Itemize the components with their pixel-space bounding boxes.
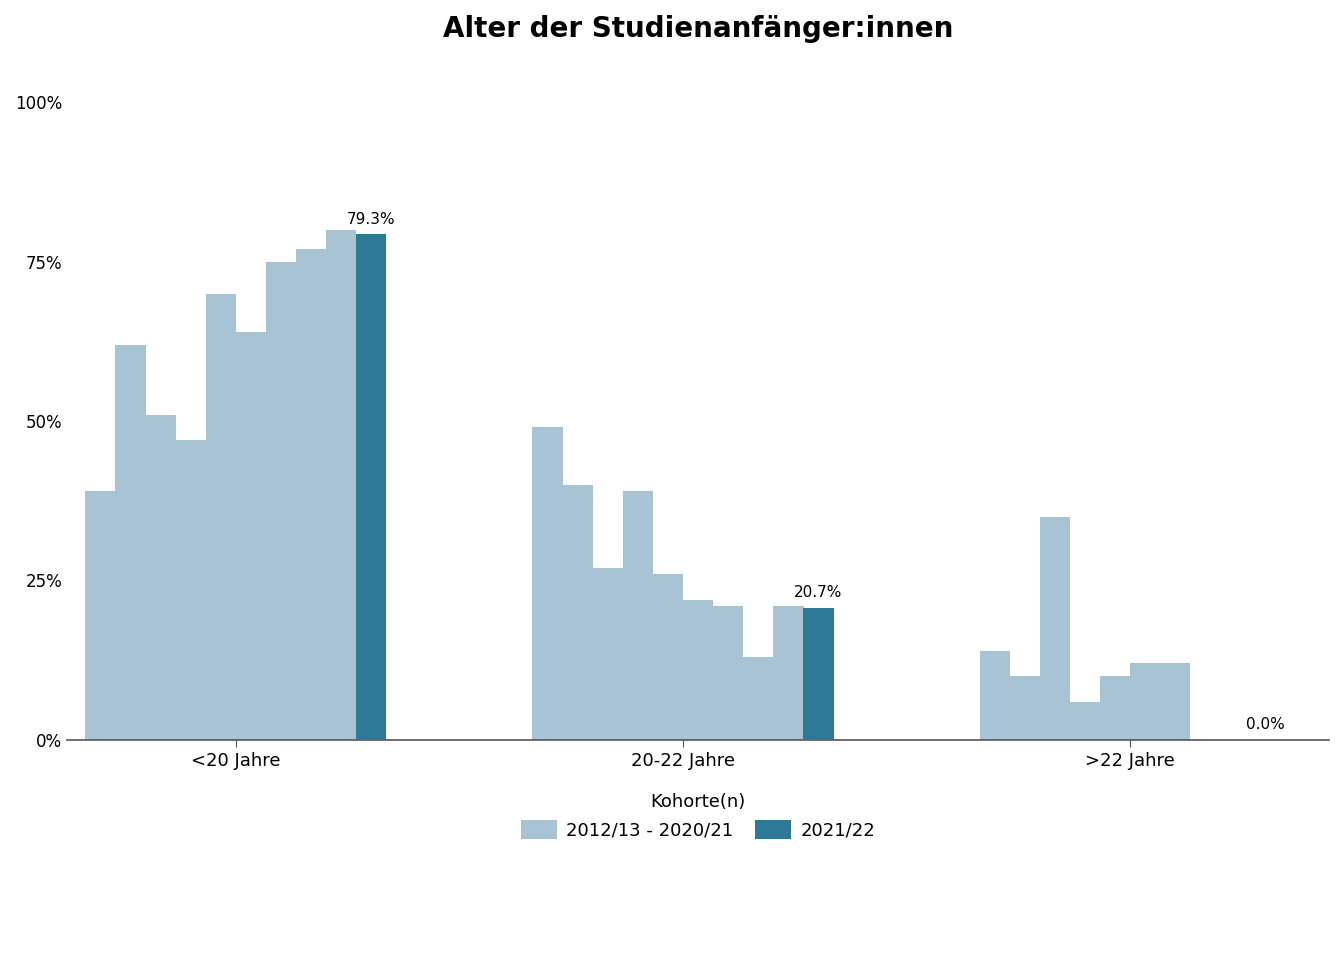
Title: Alter der Studienanfänger:innen: Alter der Studienanfänger:innen xyxy=(444,15,953,43)
Bar xyxy=(1009,676,1040,740)
Bar xyxy=(176,441,206,740)
Text: 79.3%: 79.3% xyxy=(347,212,395,227)
Bar xyxy=(593,567,624,740)
Legend: 2012/13 - 2020/21, 2021/22: 2012/13 - 2020/21, 2021/22 xyxy=(521,794,875,840)
Bar xyxy=(563,485,593,740)
Bar xyxy=(86,492,116,740)
Bar xyxy=(1160,663,1191,740)
Bar xyxy=(145,415,176,740)
Bar xyxy=(1099,676,1130,740)
Bar xyxy=(532,427,563,740)
Bar xyxy=(266,262,296,740)
Bar xyxy=(743,657,773,740)
Text: 0.0%: 0.0% xyxy=(1246,717,1285,732)
Bar xyxy=(683,600,714,740)
Bar xyxy=(235,332,266,740)
Text: 20.7%: 20.7% xyxy=(794,586,843,600)
Bar xyxy=(116,345,145,740)
Bar xyxy=(296,249,327,740)
Bar xyxy=(1130,663,1160,740)
Bar xyxy=(980,651,1009,740)
Bar xyxy=(327,229,356,740)
Bar xyxy=(1070,702,1101,740)
Bar xyxy=(712,606,743,740)
Bar xyxy=(356,234,387,740)
Bar xyxy=(773,606,804,740)
Bar xyxy=(622,492,653,740)
Bar xyxy=(1040,516,1070,740)
Bar xyxy=(804,608,833,740)
Bar xyxy=(206,294,237,740)
Bar xyxy=(653,574,683,740)
